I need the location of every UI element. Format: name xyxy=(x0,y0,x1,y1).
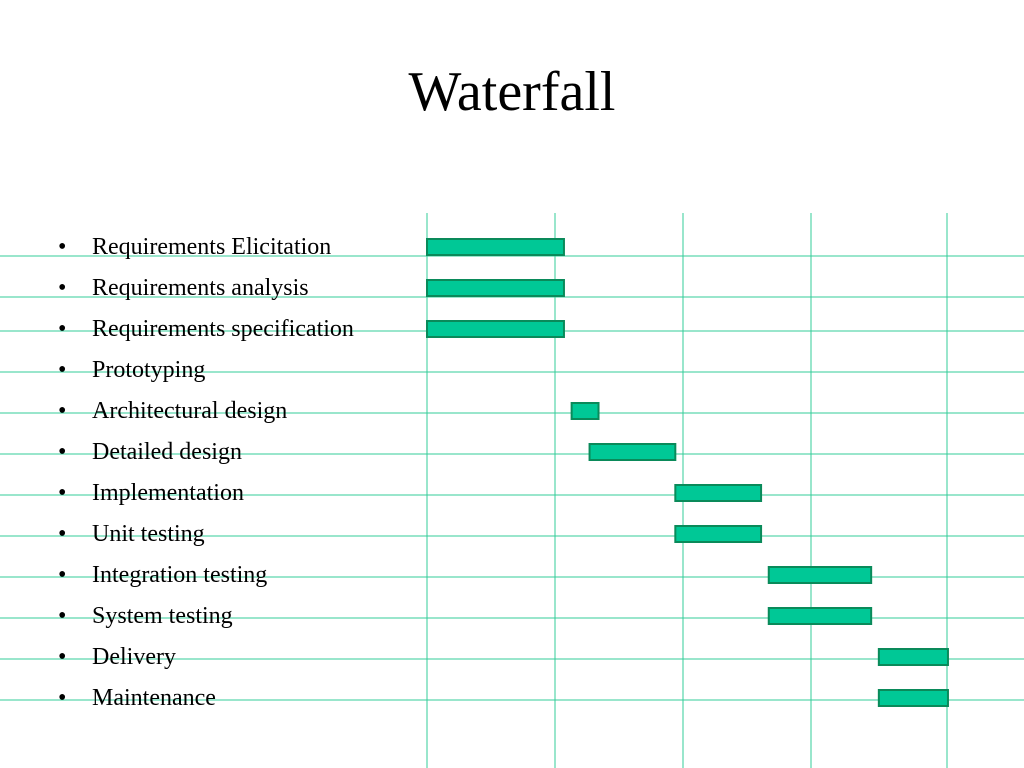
task-bar xyxy=(570,402,600,420)
bullet-icon: • xyxy=(58,644,66,670)
task-label: Requirements specification xyxy=(92,316,354,342)
bullet-icon: • xyxy=(58,603,66,629)
bullet-icon: • xyxy=(58,275,66,301)
bullet-icon: • xyxy=(58,521,66,547)
task-bar xyxy=(588,443,677,461)
task-label: Unit testing xyxy=(92,521,205,547)
task-label: Delivery xyxy=(92,644,176,670)
bullet-icon: • xyxy=(58,685,66,711)
task-bar xyxy=(767,607,873,625)
bullet-icon: • xyxy=(58,398,66,424)
bullet-icon: • xyxy=(58,562,66,588)
task-bar xyxy=(767,566,873,584)
task-bar xyxy=(674,484,763,502)
bullet-icon: • xyxy=(58,480,66,506)
slide-title: Waterfall xyxy=(408,61,616,123)
task-label: Architectural design xyxy=(92,398,287,424)
task-label: System testing xyxy=(92,603,233,629)
bullet-icon: • xyxy=(58,357,66,383)
task-bar xyxy=(426,279,565,297)
task-bar xyxy=(877,648,949,666)
task-label: Integration testing xyxy=(92,562,267,588)
task-bars xyxy=(426,238,949,707)
task-label: Requirements Elicitation xyxy=(92,234,331,260)
task-bar xyxy=(426,238,565,256)
task-label: Implementation xyxy=(92,480,244,506)
task-labels: • Requirements Elicitation • Requirements a… xyxy=(58,234,354,711)
task-label: Maintenance xyxy=(92,685,216,711)
task-label: Detailed design xyxy=(92,439,242,465)
bullet-icon: • xyxy=(58,234,66,260)
bullet-icon: • xyxy=(58,316,66,342)
task-bar xyxy=(426,320,565,338)
bullet-icon: • xyxy=(58,439,66,465)
task-bar xyxy=(674,525,763,543)
task-bar xyxy=(877,689,949,707)
task-label: Prototyping xyxy=(92,357,205,383)
task-label: Requirements analysis xyxy=(92,275,309,301)
